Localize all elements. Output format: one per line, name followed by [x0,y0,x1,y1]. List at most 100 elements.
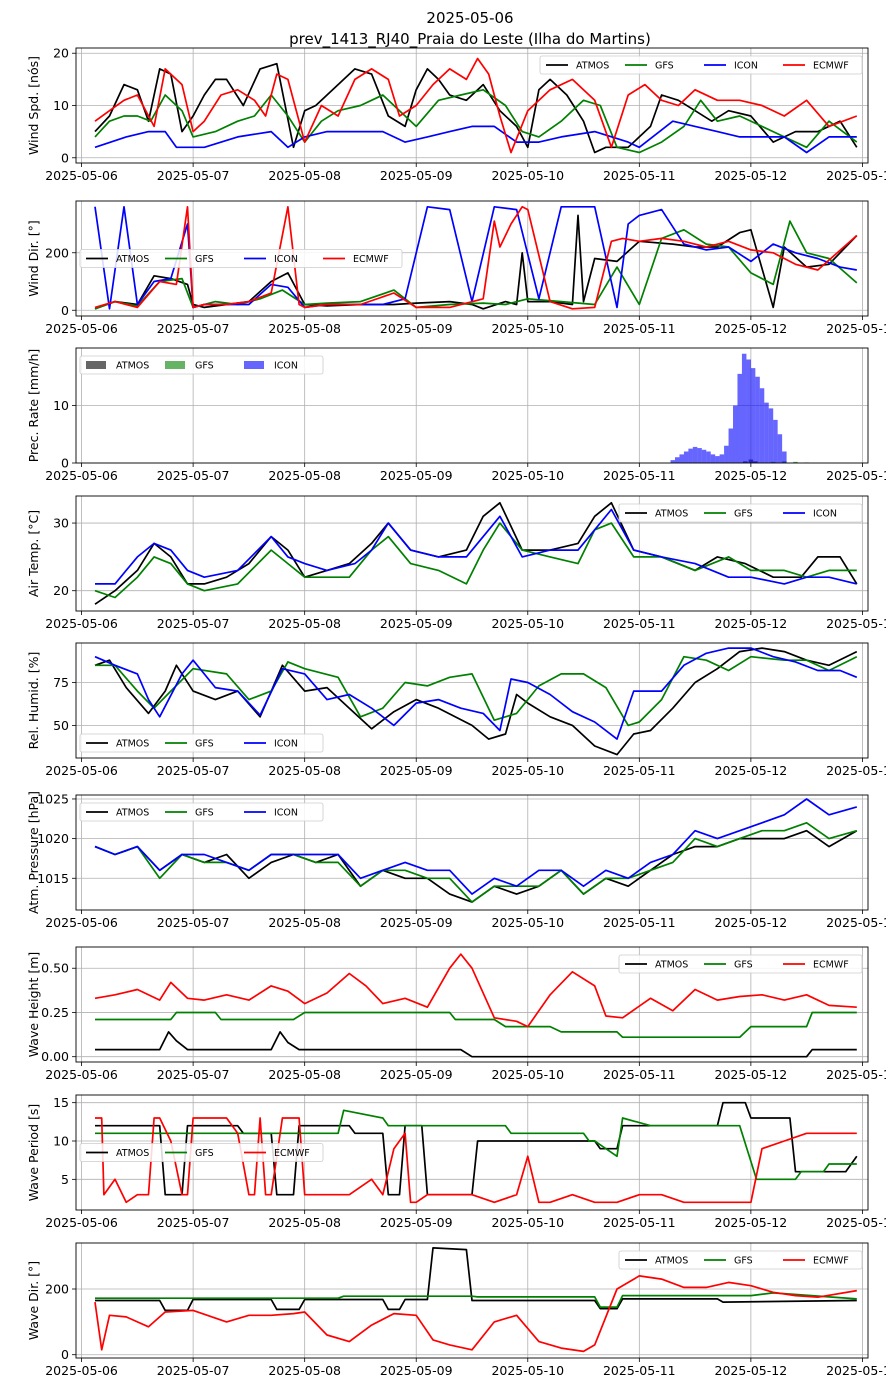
x-tick-label: 2025-05-09 [380,1215,453,1230]
series-line-atmos [94,647,858,756]
x-tick-label: 2025-05-08 [268,763,341,778]
legend-swatch-atmos [86,361,106,369]
precip-bar-icon [741,353,747,463]
x-tick-label: 2025-05-13 [826,763,886,778]
y-axis-label: Wave Dir. [°] [26,1261,41,1340]
series-line-gfs [94,88,858,154]
legend-label-icon: ICON [274,739,298,750]
x-tick-label: 2025-05-09 [380,1363,453,1378]
precip-bar-icon [683,451,689,463]
precip-bar-gfs [793,461,798,463]
precip-bar-icon [675,457,680,463]
x-tick-label: 2025-05-07 [157,1067,230,1082]
chart-panel-9: 2025-05-06 2025-05-07 2025-05-08 2025-05-09… [26,1242,886,1378]
chart-panel-3: 2025-05-06 2025-05-07 2025-05-08 2025-05-09… [26,347,886,483]
series-line-ecmwf [94,57,858,154]
legend-label-gfs: GFS [195,808,214,819]
precip-bar-icon [670,460,676,463]
legend: ATMOS GFS ICON ECMWF [539,55,863,75]
y-tick-label: 1020 [37,831,69,846]
y-tick-label: 50 [53,718,69,733]
precip-bar-icon [759,388,765,463]
y-tick-label: 75 [53,675,69,690]
series-line-gfs [95,655,858,727]
x-tick-label: 2025-05-13 [826,1067,886,1082]
x-tick-label: 2025-05-09 [380,468,453,483]
series-line-icon [94,798,858,895]
x-tick-label: 2025-05-13 [826,168,886,183]
legend-label-atmos: ATMOS [655,509,688,520]
legend-label-gfs: GFS [734,960,753,971]
x-tick-label: 2025-05-12 [715,1363,788,1378]
precip-bar-icon [728,428,734,463]
precip-bar-icon [719,454,725,463]
chart-panel-5: 2025-05-06 2025-05-07 2025-05-08 2025-05-09… [26,642,886,778]
plot-frame [75,1094,869,1211]
legend-label-gfs: GFS [734,1256,753,1267]
plot-frame [75,642,869,759]
series-line-atmos [94,501,858,605]
legend-box [79,249,403,268]
precip-bar-icon [750,368,756,463]
legend-label-atmos: ATMOS [116,808,149,819]
legend-label-ecmwf: ECMWF [813,1256,849,1267]
x-tick-label: 2025-05-08 [268,915,341,930]
x-tick-label: 2025-05-07 [157,616,230,631]
plot-area [94,953,857,1058]
x-tick-label: 2025-05-10 [491,1363,564,1378]
plot-frame [75,1242,869,1359]
x-tick-label: 2025-05-07 [157,321,230,336]
y-tick-label: 15 [53,1095,69,1110]
x-tick-label: 2025-05-12 [715,763,788,778]
legend-label-icon: ICON [734,61,758,72]
legend-box [618,503,863,523]
x-tick-label: 2025-05-13 [826,1363,886,1378]
y-axis-label: Air Temp. [°C] [26,510,41,597]
precip-bar-icon [679,454,684,463]
legend: ATMOS GFS ICON [79,802,324,822]
y-tick-label: 10 [53,98,69,113]
x-tick-label: 2025-05-08 [268,1215,341,1230]
x-tick-label: 2025-05-07 [157,1363,230,1378]
legend: ATMOS GFS ICON [79,733,324,753]
legend-label-atmos: ATMOS [576,61,609,72]
series-line-gfs [95,1292,857,1308]
x-tick-label: 2025-05-11 [603,1215,676,1230]
x-tick-label: 2025-05-12 [715,915,788,930]
y-tick-label: 1025 [37,791,69,806]
precip-bar-icon [764,402,769,463]
legend-label-atmos: ATMOS [116,1148,149,1159]
x-tick-label: 2025-05-08 [268,616,341,631]
x-tick-label: 2025-05-11 [603,1363,676,1378]
legend-label-gfs: GFS [195,361,214,372]
precip-bar-icon [697,448,702,463]
x-tick-label: 2025-05-09 [380,321,453,336]
x-tick-label: 2025-05-09 [380,1067,453,1082]
series-line-ecmwf [95,1117,857,1204]
series-line-icon [94,647,858,740]
chart-panel-4: 2025-05-06 2025-05-07 2025-05-08 2025-05-09… [26,495,886,631]
legend-label-icon: ICON [274,254,298,265]
legend-label-ecmwf: ECMWF [813,960,849,971]
plot-frame [75,347,869,464]
legend-label-atmos: ATMOS [116,739,149,750]
figure-title-station: prev_1413_RJ40_Praia do Leste (Ilha do M… [289,30,651,49]
x-tick-label: 2025-05-06 [45,763,118,778]
legend-label-gfs: GFS [655,61,674,72]
y-axis-label: Wind Spd. [nós] [26,56,41,155]
x-tick-label: 2025-05-12 [715,616,788,631]
plot-frame [75,794,869,911]
legend-label-ecmwf: ECMWF [274,1148,310,1159]
y-tick-label: 0.25 [41,1005,69,1020]
series-line-gfs [94,522,857,599]
x-tick-label: 2025-05-10 [491,763,564,778]
y-axis-label: Wave Period [s] [26,1104,41,1202]
y-tick-label: 10 [53,1134,69,1149]
precip-bar-icon [715,456,720,463]
precip-bar-icon [777,434,783,463]
legend-label-atmos: ATMOS [655,960,688,971]
precip-bar-icon [724,445,729,463]
plot-area [94,57,858,154]
plot-frame [75,495,869,612]
